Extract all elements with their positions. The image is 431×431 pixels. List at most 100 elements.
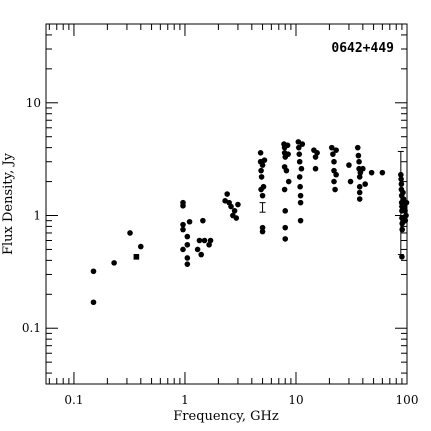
x-tick-label: 0.1	[64, 393, 83, 407]
data-point	[228, 203, 234, 210]
data-point	[258, 167, 264, 174]
data-point	[368, 169, 375, 176]
data-point	[127, 230, 133, 236]
data-point	[399, 226, 405, 233]
data-point	[198, 251, 204, 258]
data-point	[184, 233, 191, 240]
y-tick-label: 1	[33, 209, 41, 223]
data-point	[111, 260, 117, 266]
data-point	[399, 254, 405, 260]
data-point	[259, 162, 266, 168]
data-point	[398, 181, 405, 187]
data-point	[299, 141, 306, 147]
data-point	[298, 165, 305, 172]
x-tick-label: 100	[396, 393, 419, 407]
data-point	[296, 174, 303, 180]
data-point	[184, 241, 191, 248]
chart-title: 0642+449	[331, 41, 394, 56]
data-point	[362, 181, 368, 187]
data-point	[360, 165, 366, 172]
data-point	[328, 144, 335, 151]
data-point	[356, 189, 363, 196]
data-point	[346, 162, 352, 168]
data-point	[282, 208, 289, 214]
data-point	[285, 151, 291, 157]
data-point	[295, 144, 302, 151]
y-tick-label: 0.1	[22, 321, 41, 335]
data-point	[379, 169, 386, 176]
data-point	[281, 186, 288, 193]
data-point-square	[133, 254, 140, 260]
data-point	[258, 174, 265, 180]
data-point	[332, 186, 338, 193]
data-point	[259, 228, 266, 235]
data-point	[297, 192, 304, 199]
data-point	[347, 178, 354, 185]
data-point	[257, 149, 264, 156]
x-axis-label: Frequency, GHz	[173, 409, 279, 424]
data-point	[312, 165, 319, 172]
data-point	[261, 157, 268, 163]
data-point	[297, 199, 304, 206]
data-point	[314, 149, 320, 156]
data-point	[260, 183, 267, 190]
data-point	[400, 189, 406, 196]
data-point	[90, 299, 97, 306]
data-point	[312, 154, 319, 160]
data-point	[331, 178, 337, 185]
data-point	[398, 171, 404, 178]
data-point	[398, 176, 404, 182]
data-point	[402, 217, 409, 224]
data-point	[233, 215, 240, 221]
x-tick-label: 1	[181, 393, 189, 407]
data-points	[90, 139, 410, 306]
data-point	[356, 196, 363, 202]
data-point	[235, 201, 241, 208]
data-point	[330, 151, 336, 157]
data-point	[282, 224, 289, 231]
axis-ticks	[46, 23, 408, 384]
data-point	[196, 237, 203, 244]
data-point	[355, 152, 362, 159]
data-point	[224, 191, 230, 197]
data-point	[200, 217, 206, 224]
data-point	[331, 158, 337, 165]
data-point	[356, 183, 363, 190]
data-point	[403, 199, 410, 206]
data-point	[297, 217, 304, 224]
data-point	[259, 224, 266, 231]
data-point	[231, 208, 238, 214]
data-point	[333, 171, 339, 178]
data-point	[285, 178, 292, 185]
data-point	[403, 212, 409, 219]
data-point	[180, 202, 186, 209]
data-point	[296, 151, 303, 157]
data-point	[194, 246, 201, 253]
data-point	[333, 147, 339, 153]
data-point	[402, 208, 408, 214]
data-point	[296, 158, 303, 165]
axis-tick-labels: 0.1 1 10 100 0.1 1 10	[22, 96, 419, 407]
data-point	[284, 142, 291, 149]
data-point	[207, 237, 214, 244]
y-axis-label: Flux Density, Jy	[1, 152, 16, 255]
data-point	[356, 158, 362, 165]
data-point	[259, 192, 266, 199]
data-point	[201, 237, 208, 244]
data-point	[90, 268, 97, 275]
data-point	[356, 174, 363, 180]
y-tick-label: 10	[26, 96, 41, 110]
data-point	[283, 167, 290, 174]
data-point	[180, 226, 186, 233]
data-point	[184, 261, 191, 267]
data-point	[180, 246, 186, 253]
data-point	[297, 183, 303, 190]
data-point	[282, 236, 289, 242]
data-point	[184, 255, 191, 261]
data-point	[206, 241, 212, 248]
data-point	[186, 218, 193, 225]
data-point	[137, 243, 144, 250]
data-point	[354, 144, 361, 151]
data-point	[180, 221, 186, 228]
